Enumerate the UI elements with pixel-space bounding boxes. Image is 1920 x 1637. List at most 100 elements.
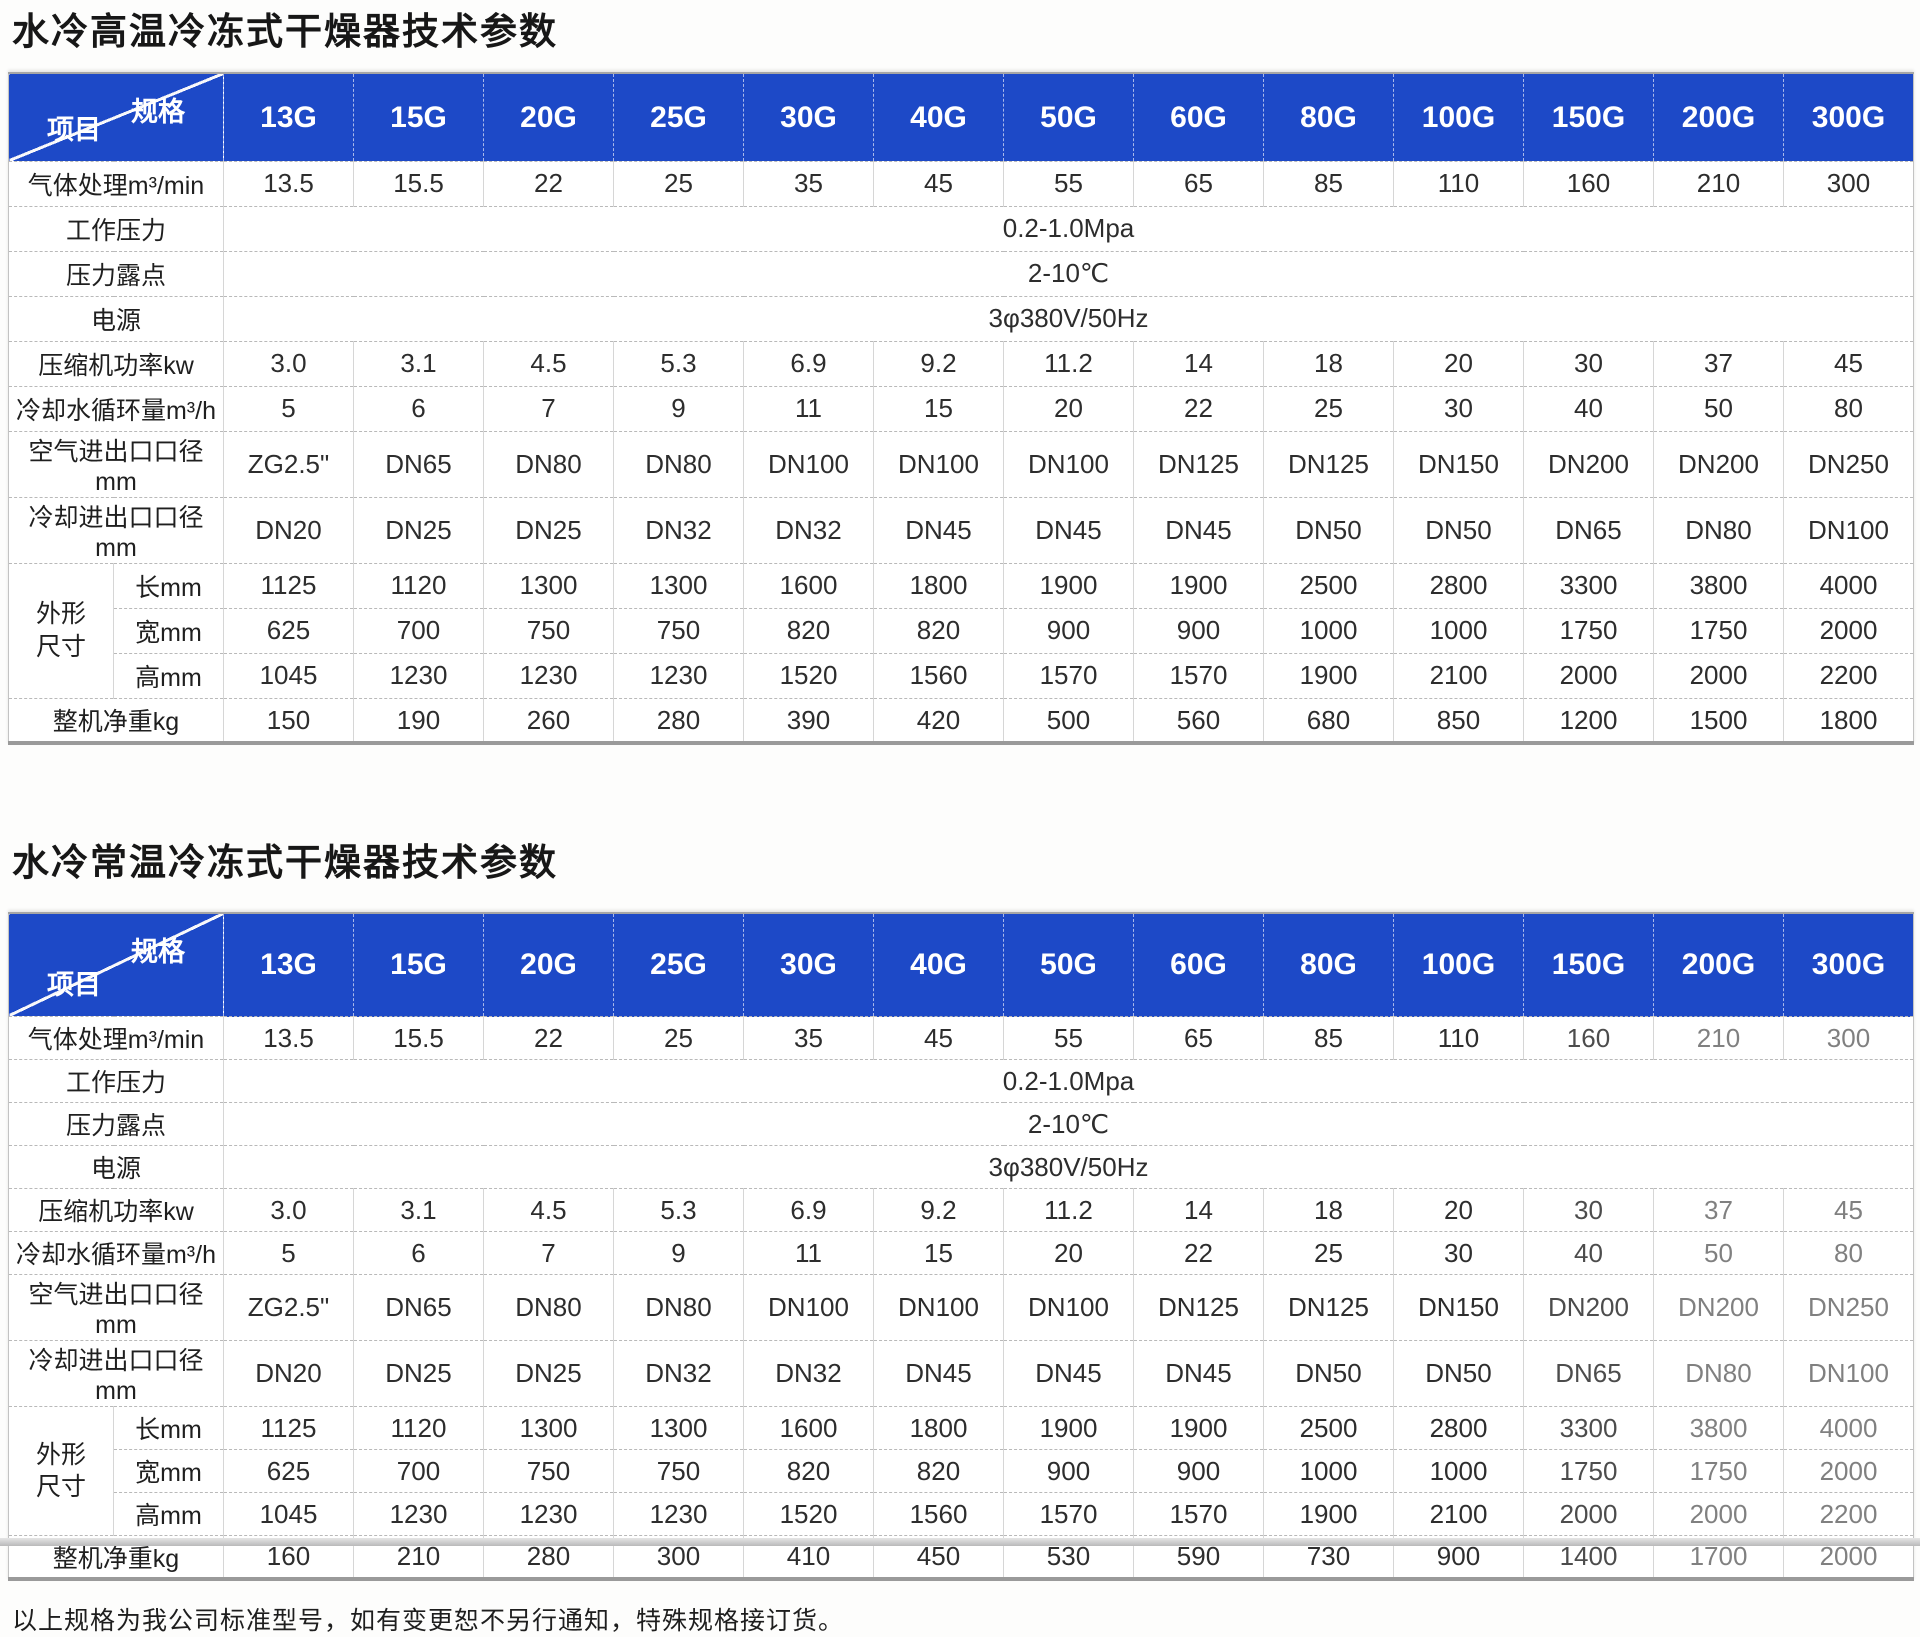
data-cell: DN200: [1653, 1274, 1784, 1341]
data-cell: 14: [1133, 1188, 1264, 1232]
data-cell: 1570: [1003, 1492, 1134, 1536]
data-cell: DN65: [353, 1274, 484, 1341]
table-row: 工作压力 0.2-1.0Mpa: [8, 205, 1914, 252]
merged-value-cell: 0.2-1.0Mpa: [223, 205, 1914, 252]
data-cell: DN65: [1523, 496, 1654, 564]
data-cell: 210: [1653, 160, 1784, 207]
header-row: 规格 项目 13G 15G 20G 25G 30G 40G 50G 60G 80G 100G 150G 2…: [8, 73, 1914, 162]
data-cell: DN125: [1133, 1274, 1264, 1341]
data-cell: DN32: [743, 496, 874, 564]
data-cell: DN125: [1263, 1274, 1394, 1341]
data-cell: 110: [1393, 160, 1524, 207]
data-cell: 11: [743, 385, 874, 432]
table-row: 冷却进出口口径mm DN20 DN25 DN25 DN32 DN32 DN45 DN45 DN4…: [8, 1340, 1914, 1407]
column-header-200G: 200G: [1653, 73, 1784, 162]
data-cell: 22: [1133, 1231, 1264, 1275]
data-cell: 190: [353, 697, 484, 744]
column-header-15G: 15G: [353, 73, 484, 162]
data-cell: 1750: [1523, 607, 1654, 654]
table-row: 工作压力 0.2-1.0Mpa: [8, 1059, 1914, 1103]
data-cell: 5: [223, 385, 354, 432]
table-row: 气体处理m³/min 13.5 15.5 22 25 35 45 55 65 85 110 160 21…: [8, 1016, 1914, 1060]
data-cell: 1520: [743, 1492, 874, 1536]
data-cell: 6: [353, 1231, 484, 1275]
data-cell: 1120: [353, 562, 484, 609]
data-cell: 2100: [1393, 652, 1524, 699]
data-cell: 1900: [1133, 1406, 1264, 1450]
data-cell: DN20: [223, 496, 354, 564]
merged-value-cell: 0.2-1.0Mpa: [223, 1059, 1914, 1103]
data-cell: 50: [1653, 385, 1784, 432]
data-cell: 625: [223, 1449, 354, 1493]
data-cell: DN20: [223, 1340, 354, 1407]
data-cell: 4000: [1783, 1406, 1914, 1450]
column-header-20G: 20G: [483, 912, 614, 1017]
table-row: 电源 3φ380V/50Hz: [8, 1145, 1914, 1189]
data-cell: 560: [1133, 697, 1264, 744]
table-row: 压缩机功率kw 3.0 3.1 4.5 5.3 6.9 9.2 11.2 14 18 20 30 37 4…: [8, 1188, 1914, 1232]
data-cell: 820: [743, 607, 874, 654]
data-cell: 9: [613, 385, 744, 432]
data-cell: DN80: [1653, 496, 1784, 564]
data-cell: 2800: [1393, 562, 1524, 609]
data-cell: 13.5: [223, 160, 354, 207]
data-cell: 900: [1003, 607, 1134, 654]
data-cell: 1750: [1653, 607, 1784, 654]
data-cell: 150: [223, 697, 354, 744]
data-cell: 260: [483, 697, 614, 744]
data-cell: DN50: [1393, 496, 1524, 564]
data-cell: DN100: [743, 1274, 874, 1341]
data-cell: 85: [1263, 160, 1394, 207]
data-cell: 35: [743, 1016, 874, 1060]
data-cell: 30: [1523, 340, 1654, 387]
data-cell: 25: [1263, 385, 1394, 432]
table-row: 空气进出口口径mm ZG2.5" DN65 DN80 DN80 DN100 DN100 DN1…: [8, 1274, 1914, 1341]
spec-label: 规格: [131, 936, 185, 967]
data-cell: 2000: [1783, 607, 1914, 654]
data-cell: 15: [873, 1231, 1004, 1275]
data-cell: 2000: [1653, 652, 1784, 699]
diagonal-header-cell: 规格 项目: [8, 912, 224, 1017]
table-row: 电源 3φ380V/50Hz: [8, 295, 1914, 342]
row-label: 冷却进出口口径mm: [8, 1340, 224, 1407]
data-cell: DN50: [1263, 1340, 1394, 1407]
item-label: 项目: [47, 114, 101, 145]
data-cell: 900: [1003, 1449, 1134, 1493]
data-cell: DN32: [613, 1340, 744, 1407]
column-header-13G: 13G: [223, 73, 354, 162]
data-cell: 300: [1783, 160, 1914, 207]
scan-edge-artifact: [0, 1538, 1920, 1546]
data-cell: DN65: [1523, 1340, 1654, 1407]
table-title-2: 水冷常温冷冻式干燥器技术参数: [12, 842, 558, 884]
data-cell: 1570: [1003, 652, 1134, 699]
data-cell: 55: [1003, 160, 1134, 207]
data-cell: 85: [1263, 1016, 1394, 1060]
data-cell: 11: [743, 1231, 874, 1275]
data-cell: DN25: [353, 496, 484, 564]
data-cell: 3300: [1523, 1406, 1654, 1450]
data-cell: DN50: [1393, 1340, 1524, 1407]
data-cell: 80: [1783, 1231, 1914, 1275]
data-cell: 40: [1523, 385, 1654, 432]
data-cell: 9: [613, 1231, 744, 1275]
column-header-150G: 150G: [1523, 912, 1654, 1017]
table-row: 冷却进出口口径mm DN20 DN25 DN25 DN32 DN32 DN45 DN45 DN4…: [8, 496, 1914, 564]
dimension-sub-label: 长mm: [113, 562, 224, 609]
row-label: 电源: [8, 1145, 224, 1189]
data-cell: 4.5: [483, 340, 614, 387]
row-label: 空气进出口口径mm: [8, 1274, 224, 1341]
data-cell: 1230: [483, 1492, 614, 1536]
data-cell: 20: [1393, 340, 1524, 387]
data-cell: 820: [873, 607, 1004, 654]
table-row: 压力露点 2-10℃: [8, 1102, 1914, 1146]
data-cell: 625: [223, 607, 354, 654]
data-cell: 750: [483, 1449, 614, 1493]
data-cell: 25: [1263, 1231, 1394, 1275]
data-cell: 3.1: [353, 1188, 484, 1232]
spec-table-2: 规格 项目 13G 15G 20G 25G 30G 40G 50G 60G 80G 100G 150G 2…: [8, 911, 1914, 1581]
merged-value-cell: 2-10℃: [223, 1102, 1914, 1146]
column-header-150G: 150G: [1523, 73, 1654, 162]
data-cell: 15.5: [353, 160, 484, 207]
data-cell: 45: [1783, 340, 1914, 387]
table-body: 气体处理m³/min 13.5 15.5 22 25 35 45 55 65 85 110 160 21…: [8, 1016, 1914, 1579]
